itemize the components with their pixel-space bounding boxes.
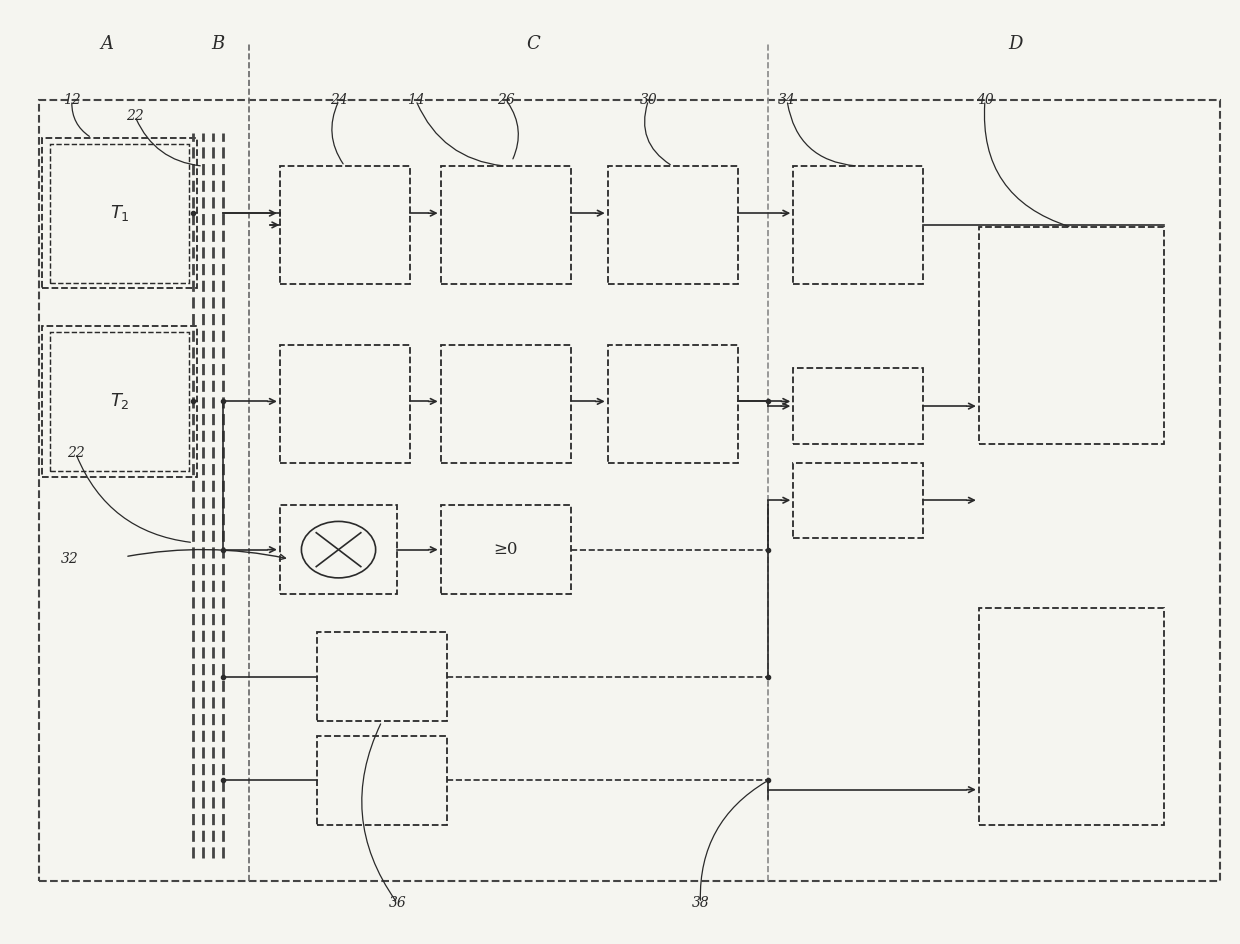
Bar bbox=[280, 505, 397, 595]
Bar bbox=[50, 143, 190, 283]
Text: D: D bbox=[1008, 35, 1023, 53]
Text: 26: 26 bbox=[497, 93, 515, 108]
Text: 34: 34 bbox=[779, 93, 796, 108]
Bar bbox=[978, 609, 1164, 825]
Bar bbox=[50, 331, 190, 471]
Text: C: C bbox=[527, 35, 541, 53]
Text: 14: 14 bbox=[407, 93, 425, 108]
Bar bbox=[794, 368, 923, 444]
Text: 32: 32 bbox=[61, 551, 78, 565]
Text: 30: 30 bbox=[640, 93, 657, 108]
Bar bbox=[38, 100, 1220, 882]
Bar bbox=[794, 166, 923, 284]
Text: 38: 38 bbox=[692, 896, 709, 910]
Text: 36: 36 bbox=[388, 896, 407, 910]
Text: 22: 22 bbox=[126, 110, 144, 124]
Text: 22: 22 bbox=[67, 447, 84, 460]
Bar bbox=[440, 166, 570, 284]
Bar bbox=[608, 345, 738, 463]
Text: 40: 40 bbox=[976, 93, 993, 108]
Bar bbox=[42, 138, 197, 289]
Text: B: B bbox=[211, 35, 224, 53]
Text: $T_1$: $T_1$ bbox=[109, 203, 129, 223]
Bar bbox=[317, 632, 446, 721]
Text: $T_2$: $T_2$ bbox=[109, 392, 129, 412]
Text: 24: 24 bbox=[330, 93, 348, 108]
Bar bbox=[280, 166, 409, 284]
Text: 12: 12 bbox=[63, 93, 81, 108]
Bar bbox=[280, 345, 409, 463]
Bar bbox=[317, 735, 446, 825]
Text: ≥0: ≥0 bbox=[494, 541, 518, 558]
Bar bbox=[794, 463, 923, 538]
Bar bbox=[440, 345, 570, 463]
Bar bbox=[42, 326, 197, 477]
Bar bbox=[608, 166, 738, 284]
Text: A: A bbox=[100, 35, 113, 53]
Bar bbox=[978, 228, 1164, 444]
Bar bbox=[440, 505, 570, 595]
